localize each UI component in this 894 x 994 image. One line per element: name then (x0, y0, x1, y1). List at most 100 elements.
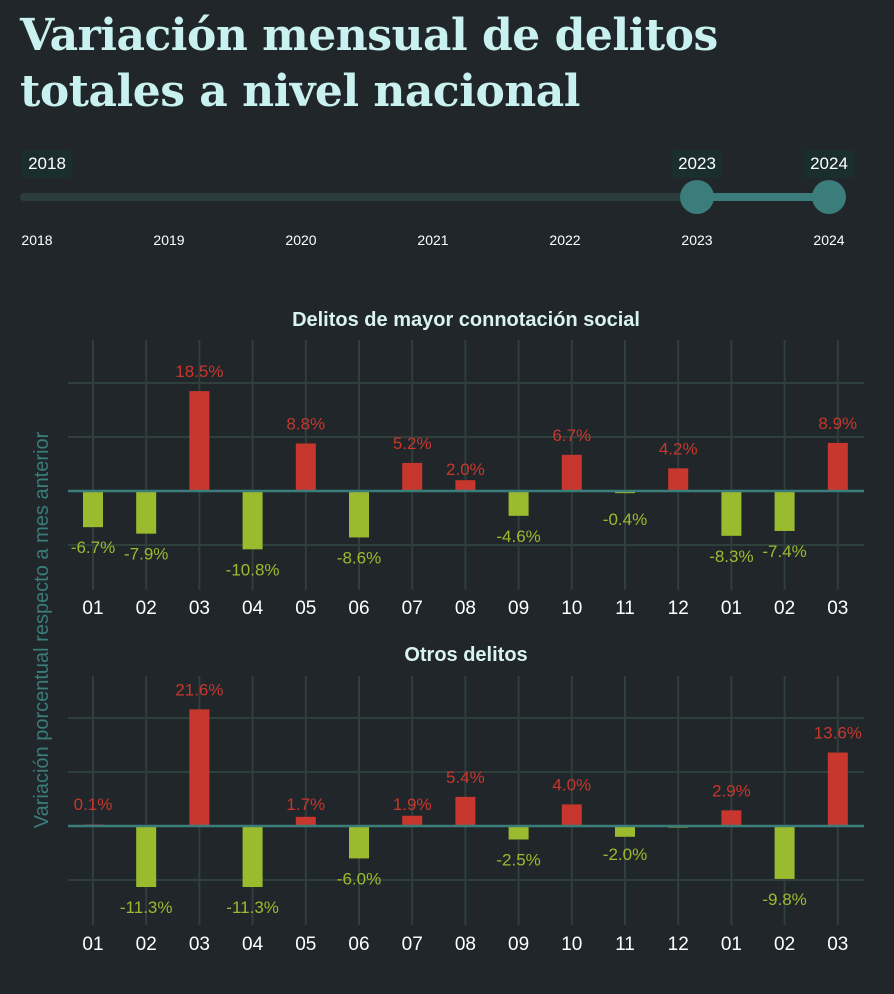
x-tick-label: 02 (774, 598, 795, 619)
x-tick-label: 01 (82, 934, 103, 955)
data-label: 1.7% (286, 795, 325, 814)
data-label: -9.8% (762, 890, 806, 909)
x-tick-label: 10 (561, 598, 582, 619)
bar[interactable] (349, 491, 369, 538)
data-label: 13.6% (814, 724, 862, 743)
data-label: -7.9% (124, 545, 168, 564)
bar[interactable] (668, 468, 689, 491)
bar[interactable] (402, 462, 423, 491)
x-tick-label: 07 (402, 598, 423, 619)
slider-to-tooltip: 2024 (804, 150, 854, 178)
bar[interactable] (721, 491, 742, 536)
x-tick-label: 05 (295, 934, 316, 955)
bar[interactable] (827, 752, 848, 826)
data-label: 2.0% (446, 460, 485, 479)
panel-title: Otros delitos (404, 644, 527, 666)
x-tick-label: 02 (774, 934, 795, 955)
panel-delitos-mayor-connotacion: Delitos de mayor connotación social -6.7%… (68, 309, 864, 619)
slider-year-label: 2018 (21, 232, 53, 248)
bar[interactable] (295, 443, 316, 491)
data-label: 18.5% (175, 362, 223, 381)
slider-from-handle[interactable] (680, 180, 714, 214)
slider-track[interactable] (20, 193, 828, 201)
data-label: 5.4% (446, 768, 485, 787)
bar[interactable] (455, 796, 476, 826)
panel-title: Delitos de mayor connotación social (292, 309, 640, 331)
x-tick-label: 03 (827, 598, 848, 619)
x-tick-label: 03 (189, 598, 210, 619)
data-label: -7.4% (762, 542, 806, 561)
x-tick-label: 02 (136, 598, 157, 619)
x-tick-label: 06 (348, 934, 369, 955)
bar[interactable] (615, 826, 635, 837)
data-label: 5.2% (393, 434, 432, 453)
data-label: -11.3% (226, 898, 279, 917)
slider-year-label: 2022 (549, 232, 581, 248)
slider-min-tooltip: 2018 (22, 150, 72, 178)
year-range-slider[interactable]: 2018 2023 2024 2018 2019 2020 2021 2022 2023 2… (0, 140, 894, 260)
x-tick-label: 11 (615, 934, 635, 955)
data-label: 4.2% (659, 439, 698, 458)
bar[interactable] (349, 826, 369, 859)
data-label: -4.6% (496, 527, 540, 546)
slider-year-label: 2023 (681, 232, 713, 248)
x-tick-label: 06 (348, 598, 369, 619)
bar[interactable] (561, 804, 582, 826)
bar[interactable] (402, 815, 423, 826)
x-tick-label: 02 (136, 934, 157, 955)
panel-otros-delitos: Otros delitos 0.1% 01 -11.3% 02 21.6% 03 -11.3%… (68, 644, 864, 955)
data-label: -8.6% (337, 548, 381, 567)
bar[interactable] (774, 491, 795, 531)
bar[interactable] (508, 826, 529, 840)
bar[interactable] (455, 480, 476, 491)
bar[interactable] (136, 491, 157, 534)
data-label: -6.0% (337, 869, 381, 888)
x-tick-label: 08 (455, 934, 476, 955)
data-label: -8.3% (709, 547, 753, 566)
bar[interactable] (83, 491, 103, 528)
bar[interactable] (721, 810, 742, 826)
data-label: -11.3% (120, 898, 173, 917)
bar[interactable] (189, 391, 210, 491)
slider-from-tooltip: 2023 (672, 150, 722, 178)
data-label: 0.1% (74, 795, 113, 814)
x-tick-label: 03 (189, 934, 210, 955)
x-tick-label: 03 (827, 934, 848, 955)
data-label: -10.8% (226, 560, 280, 579)
x-tick-label: 01 (82, 598, 103, 619)
data-label: 8.9% (818, 414, 857, 433)
data-label: -6.7% (71, 538, 115, 557)
data-label: 8.8% (286, 414, 325, 433)
x-tick-label: 09 (508, 598, 529, 619)
y-axis-label: Variación porcentual respecto a mes ante… (31, 431, 53, 828)
x-tick-label: 10 (561, 934, 582, 955)
bar[interactable] (508, 491, 529, 516)
x-tick-label: 04 (242, 598, 264, 619)
data-label: 21.6% (175, 680, 223, 699)
bar[interactable] (561, 454, 582, 491)
slider-year-label: 2020 (285, 232, 317, 248)
x-tick-label: 12 (668, 934, 689, 955)
data-label: 4.0% (552, 775, 591, 794)
bar[interactable] (242, 491, 263, 550)
bar[interactable] (242, 826, 263, 888)
x-tick-label: 12 (668, 598, 689, 619)
data-label: 2.9% (712, 781, 751, 800)
slider-to-handle[interactable] (812, 180, 846, 214)
bar[interactable] (136, 826, 157, 888)
page-title: Variación mensual de delitos totales a n… (20, 10, 718, 117)
data-label: 6.7% (552, 426, 591, 445)
x-tick-label: 04 (242, 934, 264, 955)
bar[interactable] (774, 826, 795, 879)
bar[interactable] (295, 816, 316, 826)
bar[interactable] (189, 709, 210, 826)
x-tick-label: 01 (721, 934, 742, 955)
x-tick-label: 05 (295, 598, 316, 619)
data-label: -0.4% (603, 510, 647, 529)
x-tick-label: 11 (615, 598, 635, 619)
data-label: -2.5% (496, 851, 540, 870)
bar[interactable] (827, 442, 848, 491)
x-tick-label: 08 (455, 598, 476, 619)
slider-year-label: 2019 (153, 232, 185, 248)
